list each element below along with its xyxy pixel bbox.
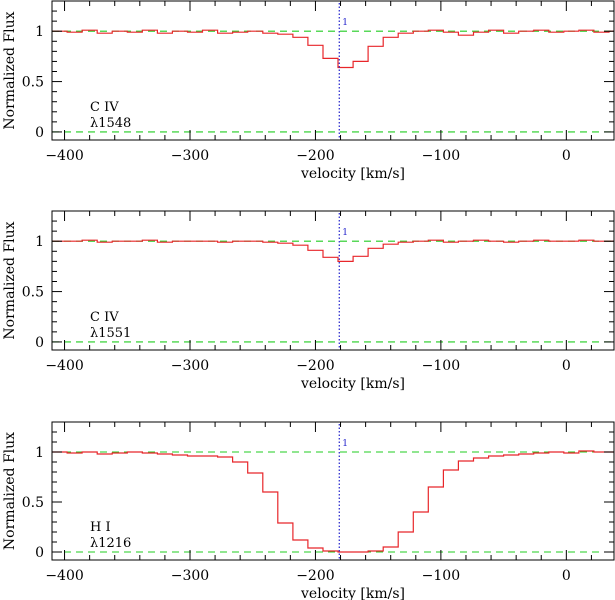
x-tick-label: −400: [45, 358, 83, 374]
component-label: 1: [342, 439, 348, 449]
component-label: 1: [342, 18, 348, 28]
y-tick-label: 0: [35, 125, 44, 141]
y-tick-label: 1: [35, 24, 44, 40]
flux-series: [52, 29, 614, 69]
x-tick-label: −200: [296, 568, 334, 584]
flux-step-line: [52, 29, 614, 69]
x-tick-label: −200: [296, 358, 334, 374]
flux-step-line: [52, 450, 614, 553]
ion-label: C IV: [90, 310, 119, 325]
ion-label: C IV: [90, 100, 119, 115]
x-tick-label: 0: [562, 358, 571, 374]
x-tick-label: −200: [296, 148, 334, 164]
x-tick-label: −300: [171, 568, 209, 584]
flux-series: [52, 239, 614, 262]
x-tick-label: −400: [45, 568, 83, 584]
y-tick-label: 0.5: [22, 75, 44, 91]
x-tick-label: −100: [422, 358, 460, 374]
y-axis-title: Normalized Flux: [2, 221, 18, 339]
x-tick-label: −300: [171, 148, 209, 164]
y-axis-title: Normalized Flux: [2, 11, 18, 129]
component-label: 1: [342, 228, 348, 238]
panel-civ-1551: C IV λ1551 velocity [km/s] Normalized Fl…: [2, 210, 615, 392]
panel-hi-1216: H I λ1216 velocity [km/s] Normalized Flu…: [2, 421, 615, 600]
panel-civ-1548: C IV λ1548 velocity [km/s] Normalized Fl…: [2, 0, 615, 182]
x-tick-label: −300: [171, 358, 209, 374]
ion-label: H I: [90, 520, 111, 535]
plot-frame: [51, 421, 615, 561]
x-axis-title: velocity [km/s]: [300, 376, 405, 392]
y-tick-label: 0.5: [22, 285, 44, 301]
x-tick-label: −100: [422, 148, 460, 164]
y-tick-label: 0: [35, 335, 44, 351]
guide-lines: [52, 451, 614, 553]
wavelength-label: λ1216: [90, 536, 131, 551]
guide-lines: [52, 30, 614, 133]
wavelength-label: λ1551: [90, 326, 131, 341]
x-tick-label: −100: [422, 568, 460, 584]
flux-step-line: [52, 239, 614, 262]
y-tick-label: 0: [35, 545, 44, 561]
x-axis-title: velocity [km/s]: [300, 586, 405, 600]
y-tick-label: 1: [35, 445, 44, 461]
wavelength-label: λ1548: [90, 116, 131, 131]
x-tick-label: −400: [45, 148, 83, 164]
y-tick-label: 0.5: [22, 495, 44, 511]
guide-lines: [52, 240, 614, 343]
x-tick-label: 0: [562, 568, 571, 584]
y-tick-label: 1: [35, 234, 44, 250]
x-tick-label: 0: [562, 148, 571, 164]
y-axis-title: Normalized Flux: [2, 432, 18, 550]
plot-frame: [51, 210, 615, 351]
plot-frame: [51, 0, 615, 141]
flux-series: [52, 450, 614, 553]
x-axis-title: velocity [km/s]: [300, 166, 405, 182]
